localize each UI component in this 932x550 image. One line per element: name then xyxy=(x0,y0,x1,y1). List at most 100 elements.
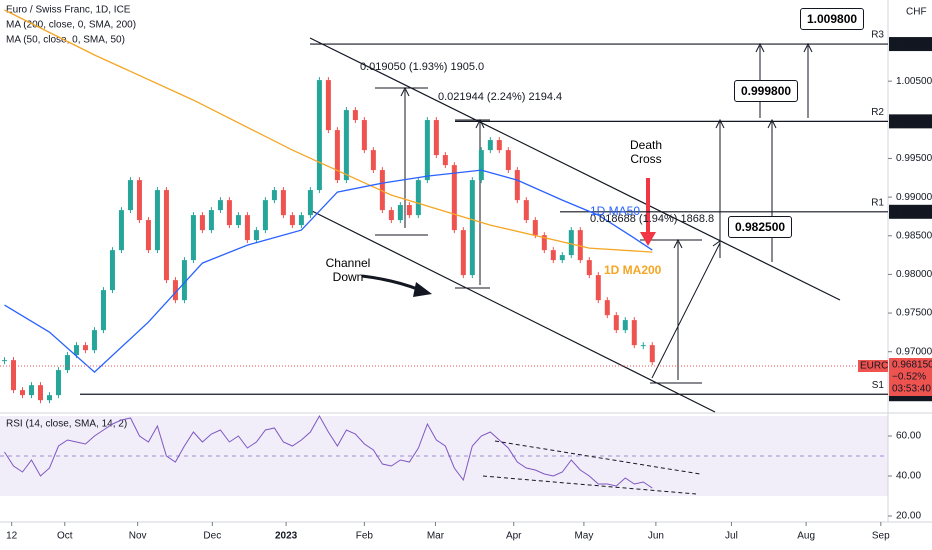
candle xyxy=(640,345,646,347)
candle xyxy=(172,280,178,301)
candle xyxy=(37,385,43,401)
x-tick-label: 12 xyxy=(6,531,18,542)
candle xyxy=(136,180,142,221)
y-tick-label: 0.970000 xyxy=(896,346,932,357)
level-label: 1.009800 xyxy=(892,39,932,50)
candle xyxy=(199,215,205,231)
rsi-trend-lower xyxy=(482,475,697,495)
candle xyxy=(604,300,610,316)
symbol-label: EURCHF xyxy=(860,361,902,372)
candle xyxy=(316,80,322,191)
candle xyxy=(478,150,484,181)
candle xyxy=(370,150,376,171)
measure-3 xyxy=(640,238,702,384)
candle xyxy=(46,395,52,401)
annotation: 0.018688 (1.94%) 1868.8 xyxy=(590,213,715,225)
x-tick-label: Jun xyxy=(648,531,664,542)
candle xyxy=(568,230,574,256)
rsi-pane xyxy=(0,414,888,522)
candle xyxy=(442,155,448,166)
candle xyxy=(190,215,196,261)
x-tick-label: Aug xyxy=(797,531,815,542)
candle xyxy=(298,215,304,226)
candle xyxy=(496,140,502,151)
candle xyxy=(433,120,439,156)
candle xyxy=(127,180,133,211)
rsi-tick-label: 40.00 xyxy=(896,471,921,482)
price-tag-countdown: 03:53:40 xyxy=(892,384,931,395)
rsi-line xyxy=(4,414,653,489)
candle xyxy=(613,315,619,331)
candle xyxy=(559,255,565,261)
annotation: Channel Down xyxy=(325,256,371,284)
candle xyxy=(28,385,34,396)
candle xyxy=(280,190,286,216)
candle xyxy=(577,230,583,261)
candle xyxy=(388,210,394,221)
level-label: 0.999800 xyxy=(892,116,932,127)
candle xyxy=(487,140,493,151)
level-tag xyxy=(889,37,932,52)
level-name: S1 xyxy=(872,380,885,391)
candle xyxy=(397,205,403,221)
x-tick-label: 2023 xyxy=(275,531,298,542)
candle xyxy=(460,230,466,276)
candle xyxy=(244,215,250,241)
candle xyxy=(208,210,214,231)
candle xyxy=(550,250,556,261)
candle xyxy=(334,130,340,181)
x-tick-label: Nov xyxy=(129,531,147,542)
annotation: Death Cross xyxy=(629,138,663,166)
price-tag-change: −0.52% xyxy=(892,372,926,383)
target-callout: 1.009800 xyxy=(800,8,865,30)
candle xyxy=(505,150,511,171)
candle xyxy=(595,275,601,301)
x-tick-label: Sep xyxy=(872,531,890,542)
rsi-tick-label: 60.00 xyxy=(896,431,921,442)
x-tick-label: May xyxy=(574,531,593,542)
candle xyxy=(19,390,25,396)
symbol-tag xyxy=(858,360,888,373)
candle xyxy=(415,180,421,216)
candle xyxy=(253,230,259,241)
candle xyxy=(55,370,61,396)
currency: CHF xyxy=(906,7,927,18)
candle xyxy=(73,345,79,356)
candle xyxy=(406,205,412,216)
candle xyxy=(622,320,628,331)
candle xyxy=(343,110,349,181)
candle xyxy=(109,250,115,291)
channel-arrowhead xyxy=(413,282,432,297)
death-cross-arrowhead xyxy=(640,232,656,246)
candle xyxy=(1,360,7,362)
candle xyxy=(163,190,169,281)
candle xyxy=(352,110,358,121)
candle xyxy=(181,260,187,301)
x-tick-label: Mar xyxy=(427,531,445,542)
rsi-trendlines xyxy=(482,440,701,495)
moving-average xyxy=(4,169,653,373)
candle xyxy=(379,170,385,211)
candle xyxy=(217,200,223,211)
candle xyxy=(532,220,538,236)
x-tick-label: Jul xyxy=(725,531,738,542)
target-callout: 0.982500 xyxy=(728,216,793,238)
level-name: R3 xyxy=(871,30,884,41)
candle xyxy=(424,120,430,181)
level-tag xyxy=(889,114,932,129)
level-tag xyxy=(889,204,932,219)
candle xyxy=(649,345,655,363)
x-tick-label: Dec xyxy=(203,531,221,542)
candle xyxy=(226,200,232,226)
measure-1 xyxy=(375,86,428,236)
candle xyxy=(289,215,295,226)
level-label: 0.988100 xyxy=(892,206,932,217)
candle xyxy=(82,345,88,351)
measure-2 xyxy=(455,118,490,289)
